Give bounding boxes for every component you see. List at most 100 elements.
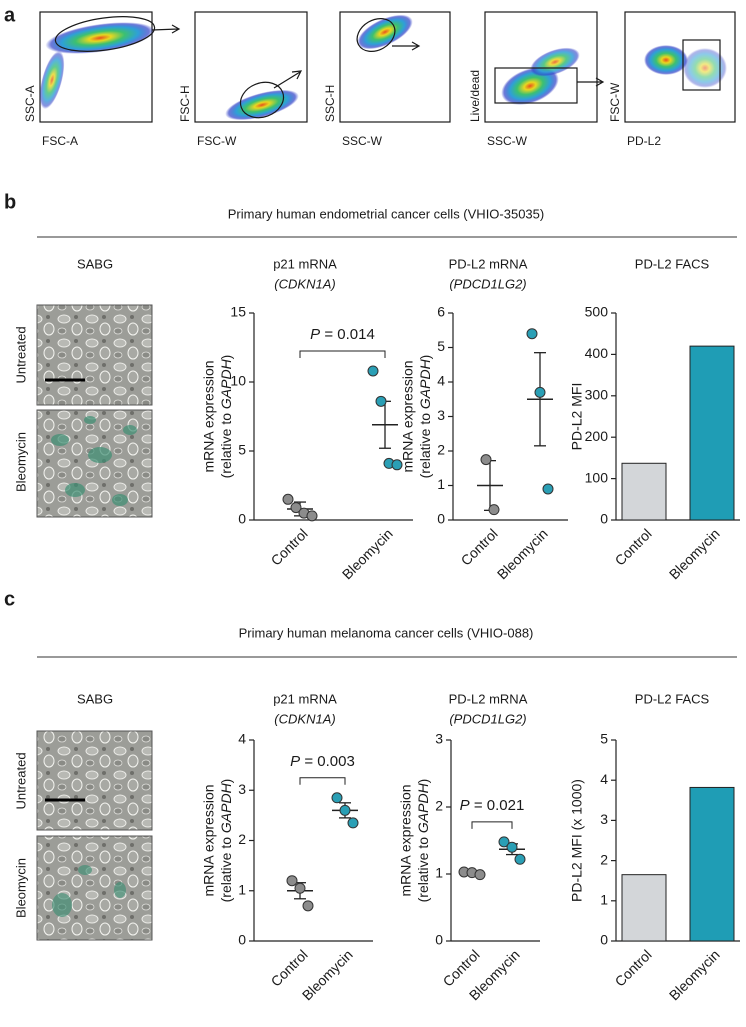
data-point (391, 459, 403, 471)
flow-y-label: FSC-H (178, 85, 192, 122)
flow-y-label: SSC-A (23, 85, 37, 122)
micrograph (36, 835, 153, 941)
chart-subtitle: (PDCD1LG2) (449, 276, 526, 291)
flow-frame (194, 11, 308, 123)
chart-title: PD-L2 FACS (635, 256, 710, 271)
data-point (480, 454, 492, 466)
y-tick-label: 2 (437, 442, 445, 458)
y-label: mRNA expression (400, 360, 416, 472)
image-label: Untreated (13, 326, 28, 383)
arrow (577, 77, 605, 87)
gate (54, 16, 156, 52)
x-tick-label: Control (268, 525, 311, 568)
micrographs (36, 304, 153, 941)
panel-label: b (4, 191, 16, 213)
significance-bracket (299, 350, 386, 358)
gate (356, 18, 396, 52)
density (225, 89, 299, 121)
data-point (339, 804, 351, 816)
gate (239, 81, 285, 119)
y-label: (relative to GAPDH) (417, 355, 433, 479)
y-tick-label: 3 (238, 781, 246, 797)
bar (621, 462, 667, 521)
data-point (306, 510, 318, 522)
image-label: Bleomycin (13, 858, 28, 918)
density (530, 47, 580, 77)
bar (621, 874, 667, 942)
chart-title: p21 mRNA (273, 256, 337, 271)
data-point (282, 493, 294, 505)
y-tick-label: 1 (437, 476, 445, 492)
p-symbol: P (460, 797, 470, 814)
y-tick-label: 300 (585, 387, 609, 403)
chart-title: PD-L2 mRNA (449, 256, 528, 271)
y-tick-label: 1 (600, 892, 608, 908)
p-value: P = 0.021 (460, 797, 525, 814)
panel-label: a (4, 4, 16, 26)
data-point (375, 395, 387, 407)
y-tick-label: 2 (238, 831, 246, 847)
y-tick-label: 6 (437, 304, 445, 320)
flow-frame (624, 11, 736, 123)
arrow (273, 70, 303, 89)
arrow (151, 24, 181, 34)
y-label-part: ) (417, 355, 433, 360)
data-point (474, 869, 486, 881)
micrograph (36, 409, 153, 518)
density (357, 14, 413, 50)
density (39, 50, 65, 110)
y-tick-label: 200 (585, 428, 609, 444)
y-tick-label: 10 (230, 373, 246, 389)
flow-x-label: FSC-A (42, 134, 78, 148)
x-tick-label: Bleomycin (339, 525, 396, 582)
y-label: mRNA expression (201, 784, 217, 896)
y-label-part: (relative to (415, 833, 431, 902)
flow-y-label: Live/dead (468, 70, 482, 122)
bar (689, 345, 735, 521)
data-point (302, 900, 314, 912)
data-point (542, 483, 554, 495)
y-tick-label: 500 (585, 304, 609, 320)
data-point (286, 875, 298, 887)
x-tick-label: Bleomycin (666, 525, 723, 582)
flow-y-label: SSC-H (323, 85, 337, 122)
micrograph (36, 304, 153, 406)
density (644, 45, 688, 75)
y-label-part: (relative to (218, 409, 234, 478)
y-tick-label: 1 (435, 865, 443, 881)
y-tick-label: 0 (600, 932, 608, 948)
y-label-part: (relative to (218, 833, 234, 902)
y-tick-label: 1 (238, 881, 246, 897)
data-point (290, 502, 302, 514)
flow-frame (39, 11, 153, 123)
y-tick-label: 0 (600, 511, 608, 527)
p-value: P = 0.003 (290, 753, 355, 770)
image-label: Untreated (13, 752, 28, 809)
y-label-part: ) (415, 779, 431, 784)
y-tick-label: 4 (600, 771, 608, 787)
y-label-part: ) (218, 355, 234, 360)
p-value: P = 0.014 (310, 326, 375, 343)
flow-y-label: FSC-W (608, 82, 622, 122)
data-point (347, 817, 359, 829)
p-text: = 0.021 (470, 797, 525, 814)
y-tick-label: 3 (437, 407, 445, 423)
y-tick-label: 4 (238, 731, 246, 747)
y-tick-label: 0 (238, 932, 246, 948)
flow-plots (39, 11, 736, 123)
x-tick-label: Control (612, 525, 655, 568)
y-label: PD-L2 MFI (569, 383, 585, 451)
density (501, 67, 559, 105)
y-tick-label: 2 (435, 798, 443, 814)
x-tick-label: Control (612, 946, 655, 989)
y-tick-label: 5 (600, 731, 608, 747)
flow-x-label: FSC-W (197, 134, 237, 148)
density (683, 48, 727, 88)
staining (51, 416, 137, 506)
y-tick-label: 4 (437, 373, 445, 389)
gate (682, 39, 721, 91)
y-tick-label: 5 (437, 338, 445, 354)
x-tick-label: Bleomycin (666, 946, 723, 1003)
y-tick-label: 3 (600, 811, 608, 827)
